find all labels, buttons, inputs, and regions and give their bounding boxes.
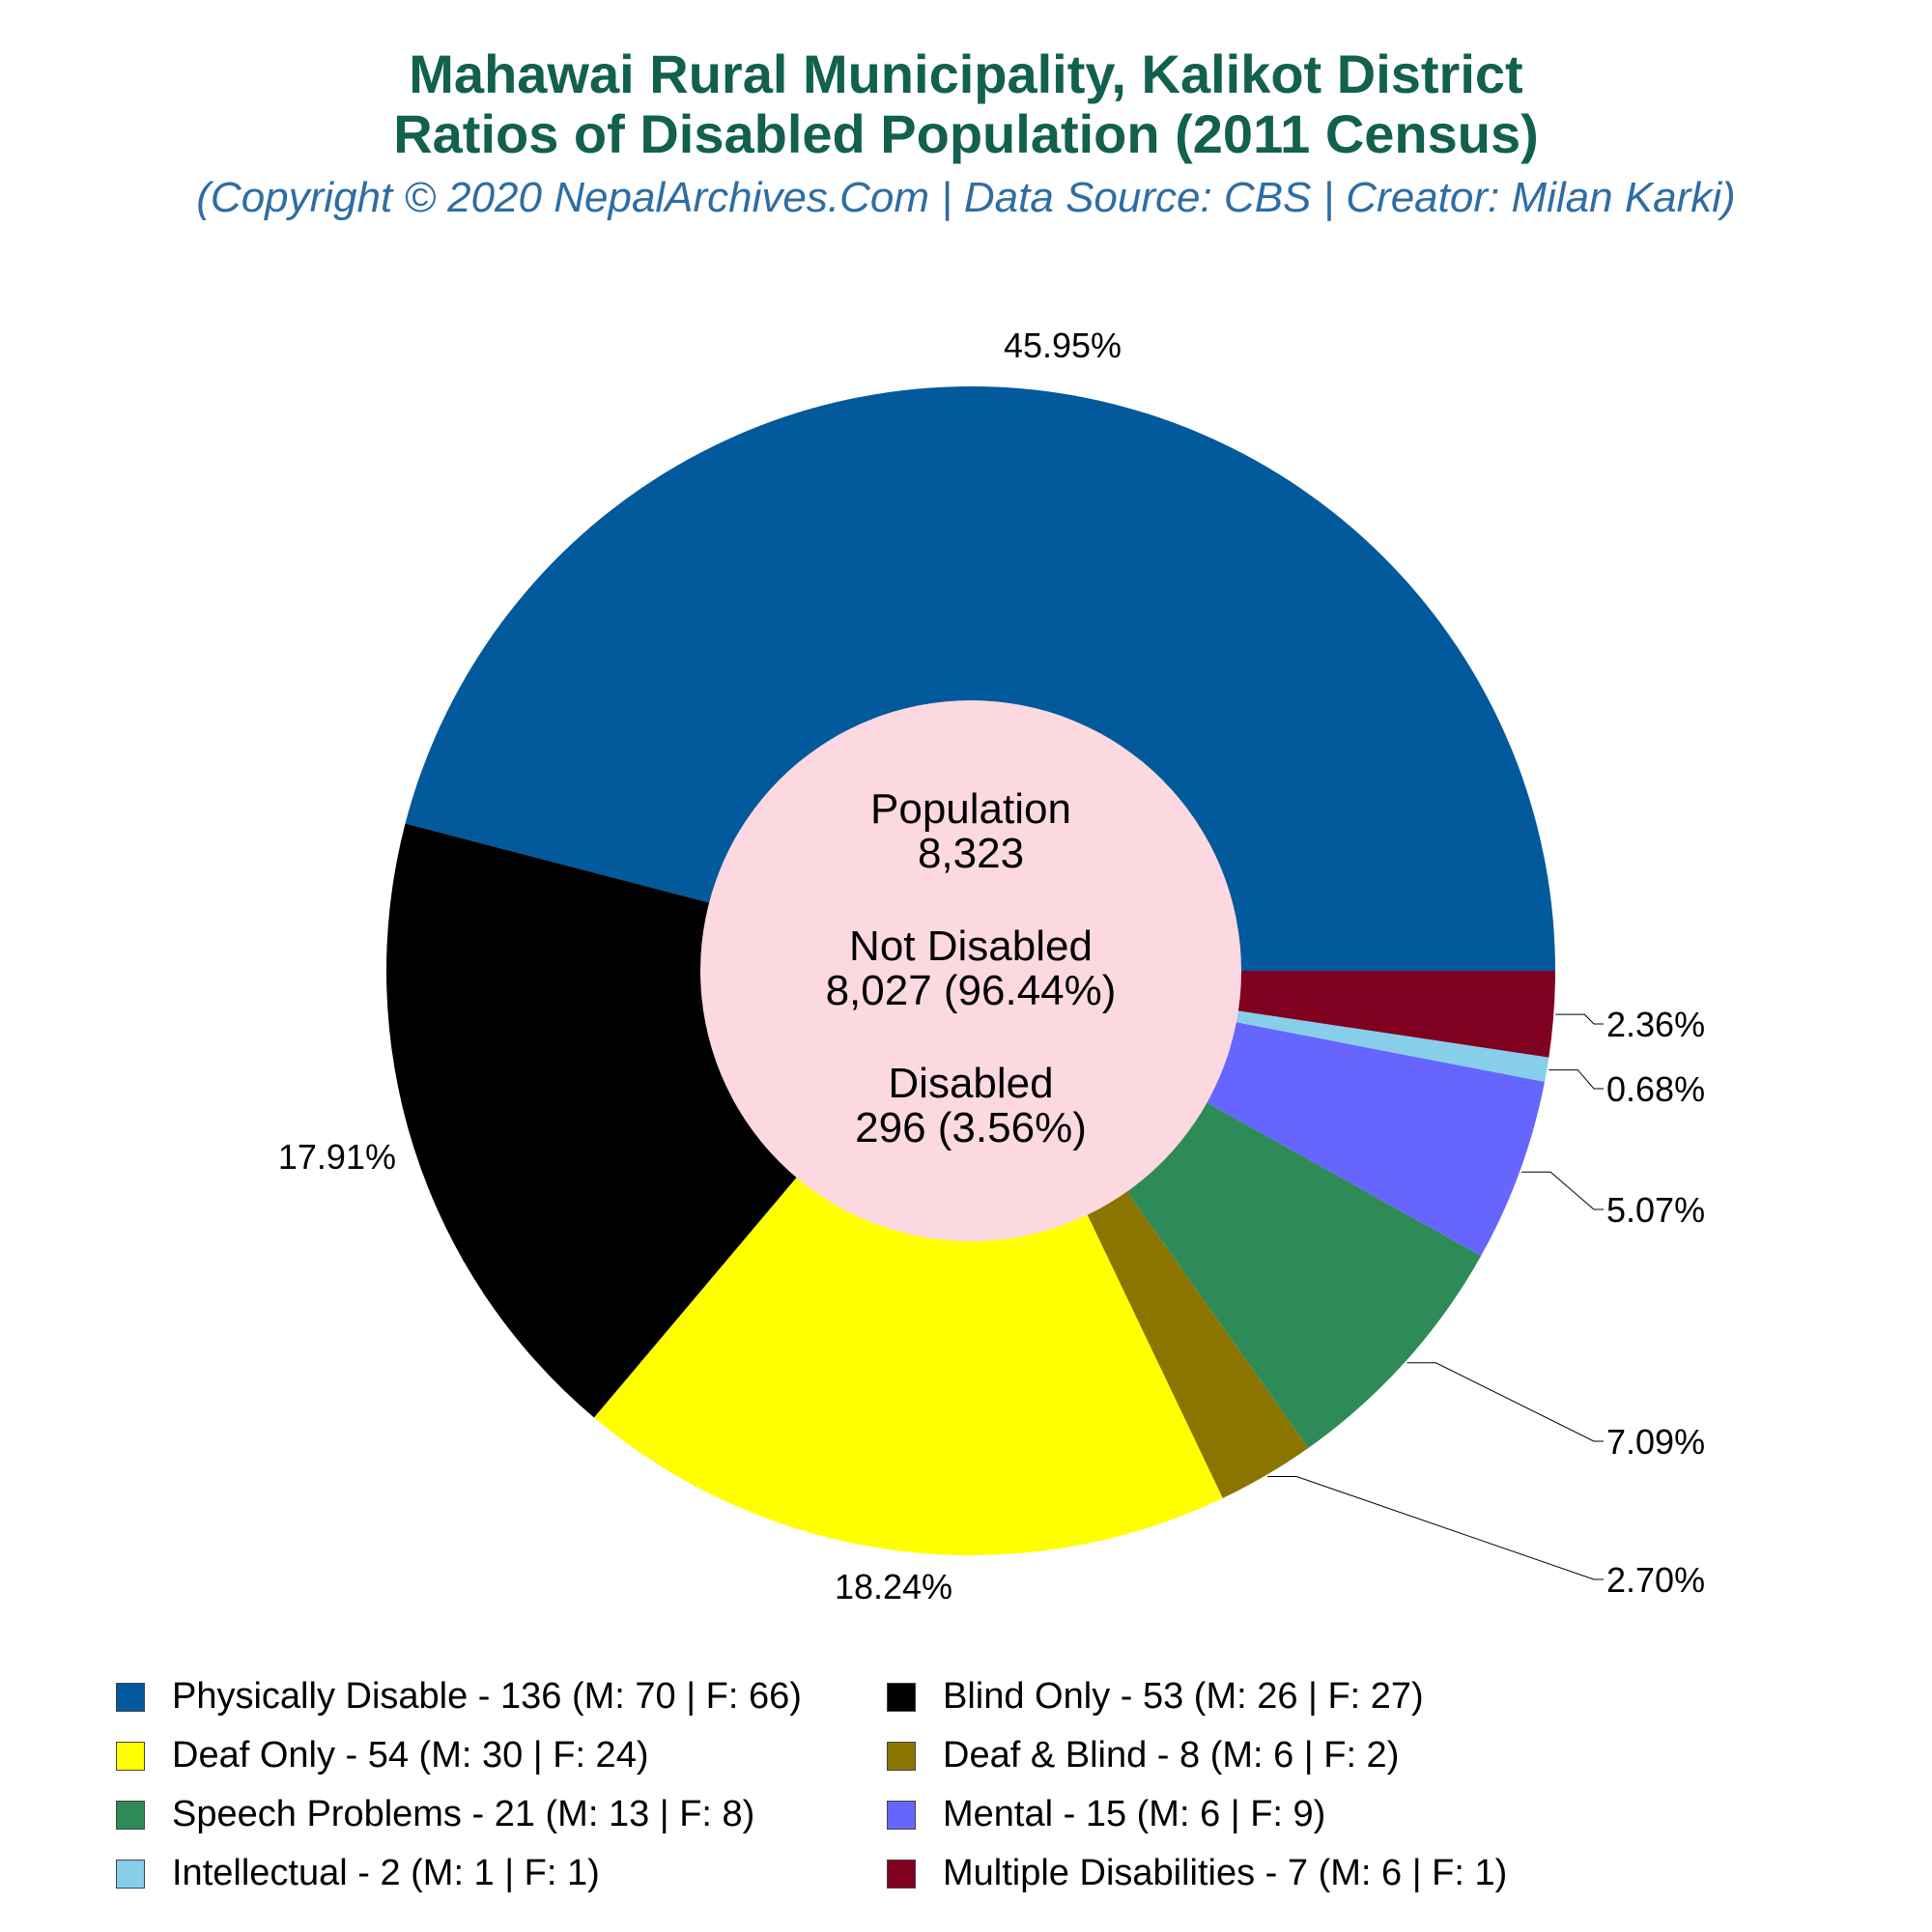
legend-item: Speech Problems - 21 (M: 13 | F: 8) <box>116 1794 754 1835</box>
legend-label: Speech Problems - 21 (M: 13 | F: 8) <box>172 1794 755 1834</box>
legend-label: Deaf & Blind - 8 (M: 6 | F: 2) <box>943 1735 1400 1776</box>
legend-swatch <box>887 1800 916 1830</box>
legend-item: Physically Disable - 136 (M: 70 | F: 66) <box>116 1676 802 1718</box>
percent-label: 7.09% <box>1606 1422 1705 1462</box>
center-not-disabled-value: 8,027 (96.44%) <box>826 967 1117 1014</box>
chart-title-line1: Mahawai Rural Municipality, Kalikot Dist… <box>409 43 1523 104</box>
slice-deaf-only <box>594 971 1223 1556</box>
legend-swatch <box>887 1741 916 1771</box>
legend-swatch <box>887 1682 916 1712</box>
chart-subtitle: (Copyright © 2020 NepalArchives.Com | Da… <box>196 174 1736 221</box>
legend-label: Multiple Disabilities - 7 (M: 6 | F: 1) <box>943 1853 1508 1893</box>
legend-label: Intellectual - 2 (M: 1 | F: 1) <box>172 1853 600 1893</box>
legend-item: Blind Only - 53 (M: 26 | F: 27) <box>887 1676 1424 1718</box>
legend-swatch <box>116 1682 145 1712</box>
center-population-value: 8,323 <box>918 830 1024 877</box>
leader-line <box>1521 1171 1604 1210</box>
leader-lines <box>1267 1013 1604 1580</box>
legend-swatch <box>116 1859 145 1889</box>
legend-item: Intellectual - 2 (M: 1 | F: 1) <box>116 1853 600 1894</box>
percent-label: 17.91% <box>278 1137 396 1177</box>
donut-chart: 45.95% 17.91% 18.24% 2.70% 7.09% 5.07% 0.68% 2.… <box>278 326 1705 1606</box>
legend-item: Deaf Only - 54 (M: 30 | F: 24) <box>116 1735 648 1776</box>
chart-title-line2: Ratios of Disabled Population (2011 Cens… <box>393 103 1539 164</box>
percent-label: 18.24% <box>835 1567 952 1606</box>
center-not-disabled-label: Not Disabled <box>849 923 1093 970</box>
percent-label: 0.68% <box>1606 1069 1705 1109</box>
legend-swatch <box>116 1741 145 1771</box>
percent-labels: 45.95% 17.91% 18.24% 2.70% 7.09% 5.07% 0.68% 2.… <box>278 326 1705 1606</box>
slice-physically-disable <box>405 385 1555 972</box>
leader-line <box>1267 1476 1604 1580</box>
legend-label: Mental - 15 (M: 6 | F: 9) <box>943 1794 1326 1834</box>
legend-label: Physically Disable - 136 (M: 70 | F: 66) <box>172 1676 802 1717</box>
center-disabled-label: Disabled <box>888 1060 1053 1107</box>
legend-swatch <box>116 1800 145 1830</box>
percent-label: 2.70% <box>1606 1560 1705 1600</box>
legend-label: Deaf Only - 54 (M: 30 | F: 24) <box>172 1735 649 1776</box>
legend-item: Deaf & Blind - 8 (M: 6 | F: 2) <box>887 1735 1399 1776</box>
leader-line <box>1406 1362 1604 1442</box>
legend-label: Blind Only - 53 (M: 26 | F: 27) <box>943 1676 1424 1717</box>
center-population-label: Population <box>870 785 1071 833</box>
legend-swatch <box>887 1859 916 1889</box>
percent-label: 45.95% <box>1004 326 1122 365</box>
percent-label: 2.36% <box>1606 1005 1705 1044</box>
leader-line <box>1548 1069 1604 1090</box>
percent-label: 5.07% <box>1606 1190 1705 1230</box>
legend-item: Mental - 15 (M: 6 | F: 9) <box>887 1794 1325 1835</box>
legend-item: Multiple Disabilities - 7 (M: 6 | F: 1) <box>887 1853 1507 1894</box>
center-disabled-value: 296 (3.56%) <box>855 1104 1087 1151</box>
leader-line <box>1555 1013 1604 1025</box>
center-circle <box>700 700 1241 1241</box>
